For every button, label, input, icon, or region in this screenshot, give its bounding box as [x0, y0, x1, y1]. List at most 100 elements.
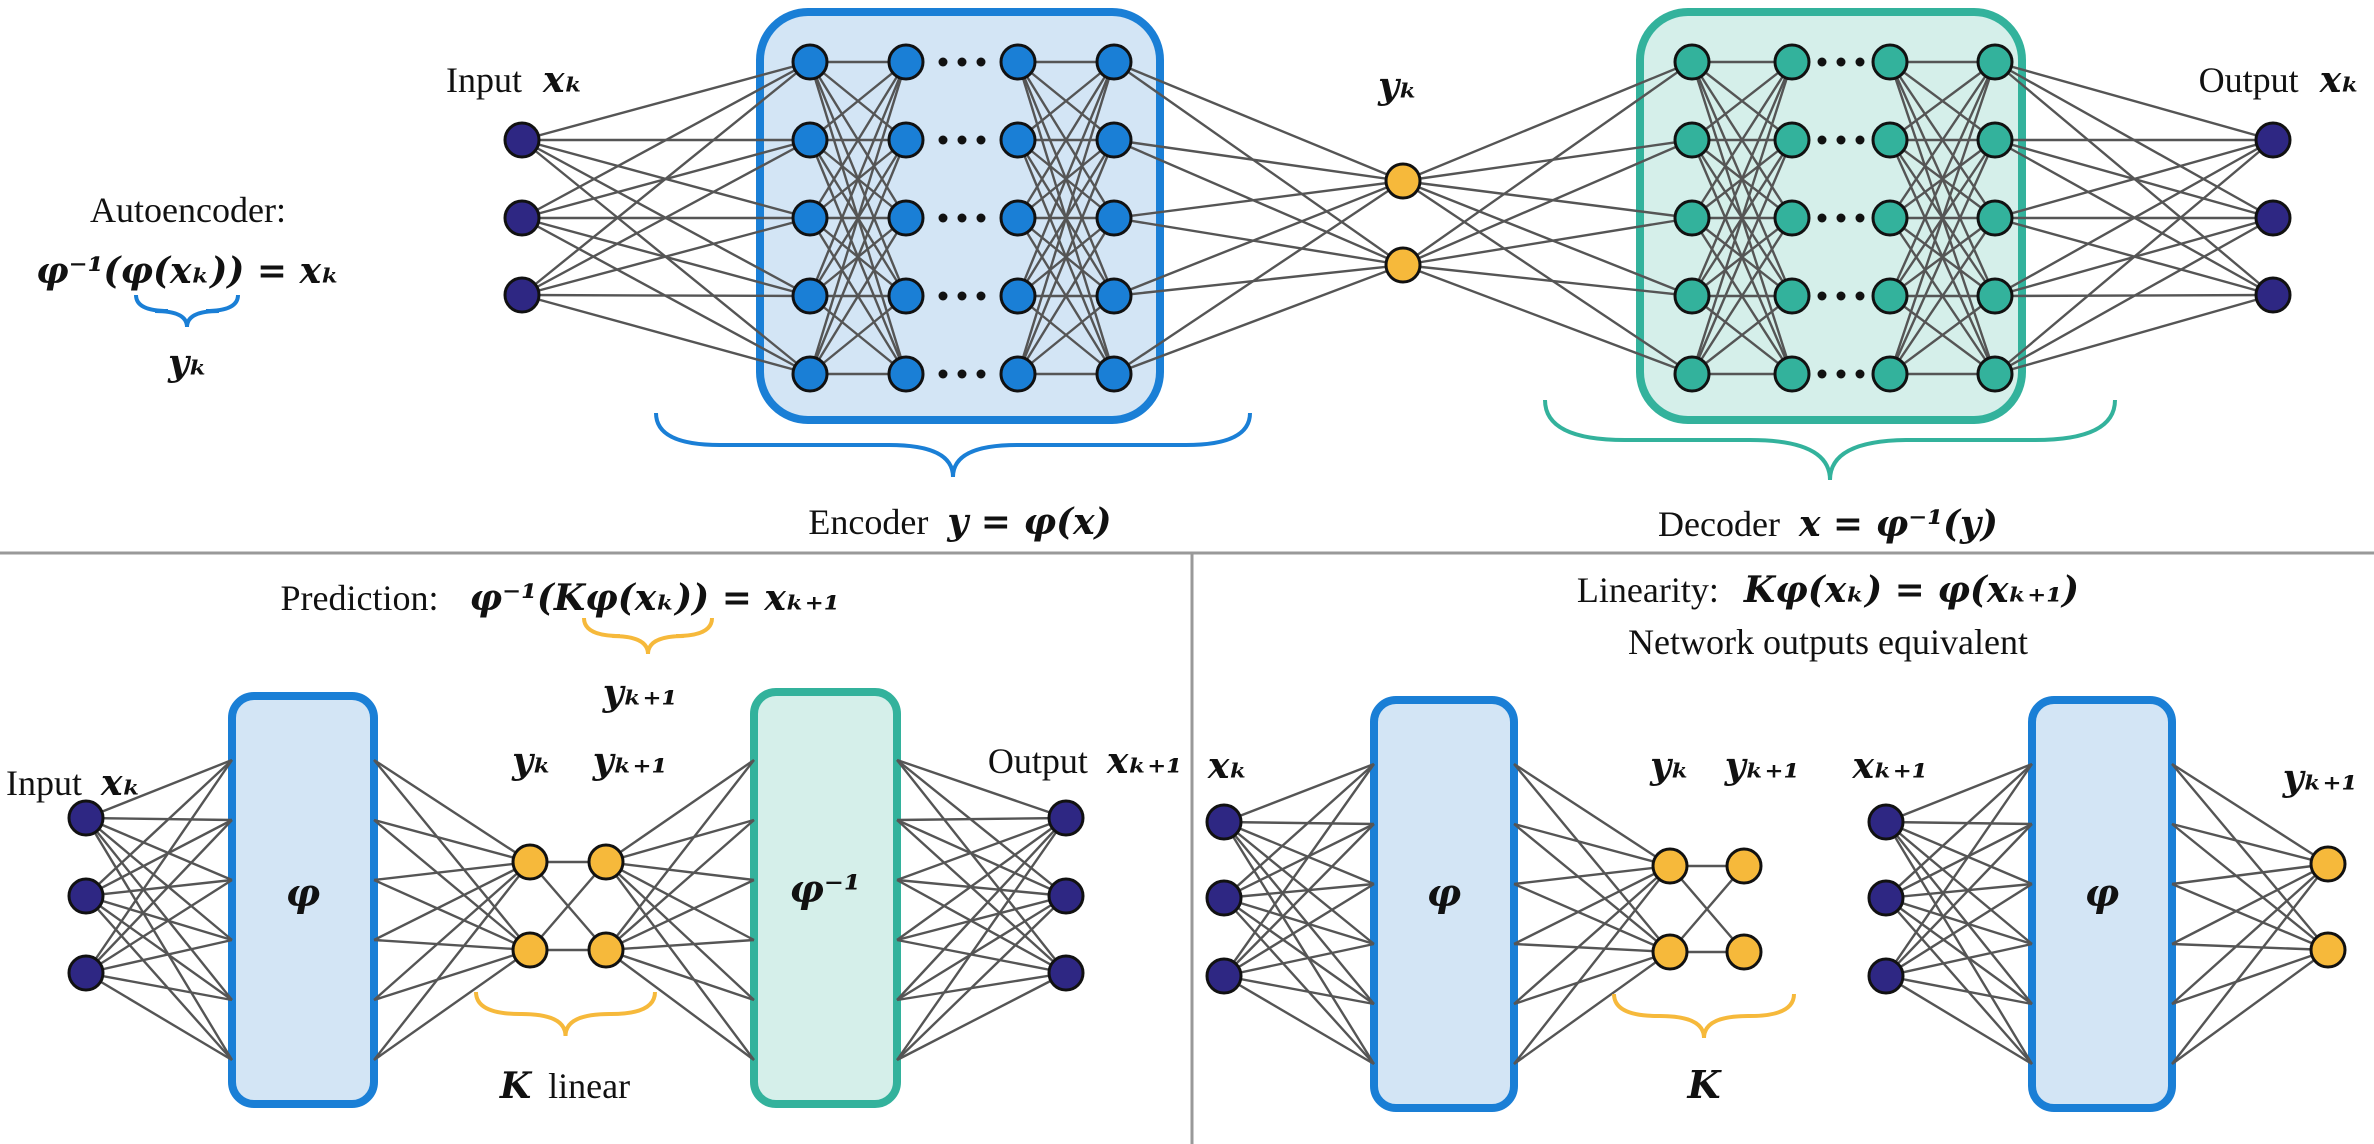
network-edge — [85, 759, 233, 974]
network-edge — [1223, 974, 1375, 1006]
encoder-label: Encoder y = φ(x) — [808, 501, 1111, 543]
network-edge — [1513, 865, 1671, 1065]
network-edge — [896, 894, 1067, 1002]
network-edge — [1402, 180, 1693, 375]
network-edge — [1513, 950, 1671, 1006]
network-edge — [1113, 263, 1404, 376]
latent-node — [511, 931, 549, 969]
bl-phi-inv-block-label: φ⁻¹ — [789, 866, 860, 911]
output-latent-node — [2309, 931, 2347, 969]
autoencoder-brace-label: yₖ — [167, 342, 208, 384]
autoencoder-equation: φ⁻¹(φ(xₖ)) = xₖ — [36, 250, 340, 292]
network-edge — [1113, 180, 1404, 375]
network-edge — [1402, 179, 1693, 298]
network-edge — [1402, 263, 1693, 376]
network-edge — [1223, 882, 1375, 978]
k-linear-brace — [474, 991, 657, 1037]
ellipsis-dots — [1836, 135, 1846, 145]
ellipsis-dots — [976, 135, 986, 145]
input-node — [67, 799, 105, 837]
ellipsis-dots — [957, 57, 967, 67]
output-node — [1047, 799, 1085, 837]
network-edge — [1223, 882, 1375, 900]
network-edge — [85, 938, 233, 975]
br-left-latent-label-1: yₖ — [1649, 745, 1690, 787]
network-edge — [85, 878, 233, 898]
k-brace — [1612, 993, 1796, 1039]
ellipsis-dots — [976, 291, 986, 301]
ellipsis-dots — [1855, 135, 1865, 145]
ellipsis-dots — [938, 291, 948, 301]
network-edge — [1513, 882, 1671, 954]
ellipsis-dots — [1855, 291, 1865, 301]
network-edge — [2171, 763, 2329, 951]
network-edge — [85, 816, 233, 882]
latent-node — [1725, 847, 1763, 885]
network-edge — [896, 759, 1067, 974]
ellipsis-dots — [1817, 57, 1827, 67]
network-edge — [1223, 820, 1375, 826]
network-edge — [1884, 821, 2034, 1065]
network-edge — [1402, 60, 1693, 183]
ellipsis-dots — [1817, 213, 1827, 223]
ellipsis-dots — [938, 57, 948, 67]
network-edge — [1223, 763, 1375, 977]
network-edge — [373, 949, 531, 1061]
decoder-node — [1673, 355, 1711, 393]
network-edge — [1885, 822, 2033, 900]
network-edge — [2171, 863, 2329, 1065]
output-node — [2254, 199, 2292, 237]
network-edge — [521, 293, 811, 376]
network-edge — [2171, 862, 2329, 886]
left-phi-box — [1370, 696, 1518, 1112]
output-node — [2254, 121, 2292, 159]
ellipsis-dots — [957, 369, 967, 379]
network-edge — [1885, 896, 2033, 946]
network-edge — [809, 61, 907, 141]
network-edge — [2171, 823, 2329, 951]
network-edge — [1402, 61, 1693, 266]
network-edge — [1885, 897, 2033, 1005]
output-node — [2254, 276, 2292, 314]
network-edge — [1885, 823, 2033, 977]
br-left-latent-label-2: yₖ₊₁ — [1724, 745, 1800, 787]
bl-latent-label-1: yₖ — [511, 740, 552, 782]
network-edge — [1223, 897, 1375, 1065]
network-edge — [85, 816, 233, 822]
network-edge — [1113, 179, 1404, 298]
network-edge — [1513, 762, 1671, 868]
ellipsis-dots — [1855, 369, 1865, 379]
network-edge — [1223, 822, 1375, 900]
network-edge — [85, 971, 233, 1062]
latent-node — [1384, 162, 1422, 200]
decoder-node — [1673, 43, 1711, 81]
network-edge — [896, 894, 1067, 942]
decoder-label: Decoder x = φ⁻¹(y) — [1658, 503, 1998, 545]
decoder-node — [1976, 199, 2014, 237]
network-edge — [1888, 61, 1997, 297]
network-edge — [1885, 882, 2033, 900]
network-edge — [605, 938, 755, 952]
top-input-label: Input xₖ — [446, 59, 583, 101]
prediction-title: Prediction: φ⁻¹(Kφ(xₖ)) = xₖ₊₁ — [281, 577, 840, 619]
network-edge — [1223, 821, 1375, 1005]
network-edge — [1223, 974, 1375, 1066]
koopman-edge — [1669, 865, 1745, 953]
network-edge — [1888, 61, 1997, 375]
network-edge — [84, 817, 234, 1061]
network-edge — [1513, 763, 1671, 953]
network-edge — [1016, 139, 1116, 375]
ellipsis-dots — [938, 213, 948, 223]
network-edge — [1885, 942, 2033, 978]
ellipsis-dots — [938, 135, 948, 145]
network-edge — [896, 817, 1067, 941]
network-edge — [1513, 865, 1671, 1005]
network-edge — [605, 759, 755, 951]
network-edge — [808, 61, 908, 297]
network-edge — [373, 818, 531, 864]
top-latent-label: yₖ — [1377, 65, 1418, 107]
decoder-node — [1871, 277, 1909, 315]
network-edge — [808, 139, 908, 375]
network-edge — [1223, 763, 1375, 899]
network-edge — [85, 895, 233, 1061]
